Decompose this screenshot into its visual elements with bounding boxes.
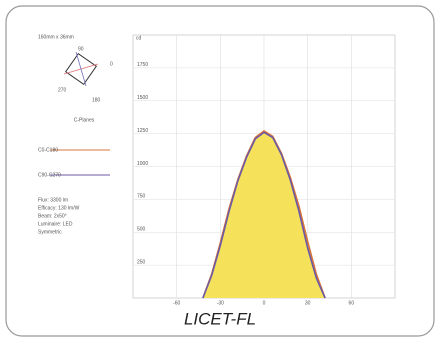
y-tick-label: 250 xyxy=(137,259,146,265)
legend-label: C0-C180 xyxy=(38,147,58,153)
x-tick-label: -30 xyxy=(217,300,224,306)
unit-label: cd xyxy=(136,35,142,41)
y-tick-label: 1000 xyxy=(137,161,148,167)
info-line: Efficacy: 130 lm/W xyxy=(38,205,80,211)
area xyxy=(202,130,326,298)
diagram-label: 0 xyxy=(110,61,113,67)
x-tick-label: 0 xyxy=(263,300,266,306)
plane-diagram xyxy=(63,51,99,87)
y-tick-label: 1250 xyxy=(137,128,148,134)
size-label: 160mm x 36mm xyxy=(38,34,74,40)
y-tick-label: 750 xyxy=(137,194,146,200)
x-tick-label: 60 xyxy=(349,300,355,306)
x-tick-label: -60 xyxy=(173,300,180,306)
diagram-label: 90 xyxy=(78,46,84,52)
diagram-label: 180 xyxy=(92,97,101,103)
diagram-label: 270 xyxy=(58,87,67,93)
y-tick-label: 1500 xyxy=(137,95,148,101)
info-line: Symmetric xyxy=(38,229,62,235)
info-line: Luminaire: LED xyxy=(38,221,73,227)
y-tick-label: 1750 xyxy=(137,62,148,68)
caption: LICET-FL xyxy=(184,309,256,328)
series-line xyxy=(202,131,326,299)
planes-label: C-Planes xyxy=(74,117,95,123)
x-tick-label: 30 xyxy=(305,300,311,306)
y-tick-label: 500 xyxy=(137,227,146,233)
info-line: Flux: 3300 lm xyxy=(38,197,68,203)
legend-label: C90-C270 xyxy=(38,172,61,178)
info-line: Beam: 2x50° xyxy=(38,213,67,219)
